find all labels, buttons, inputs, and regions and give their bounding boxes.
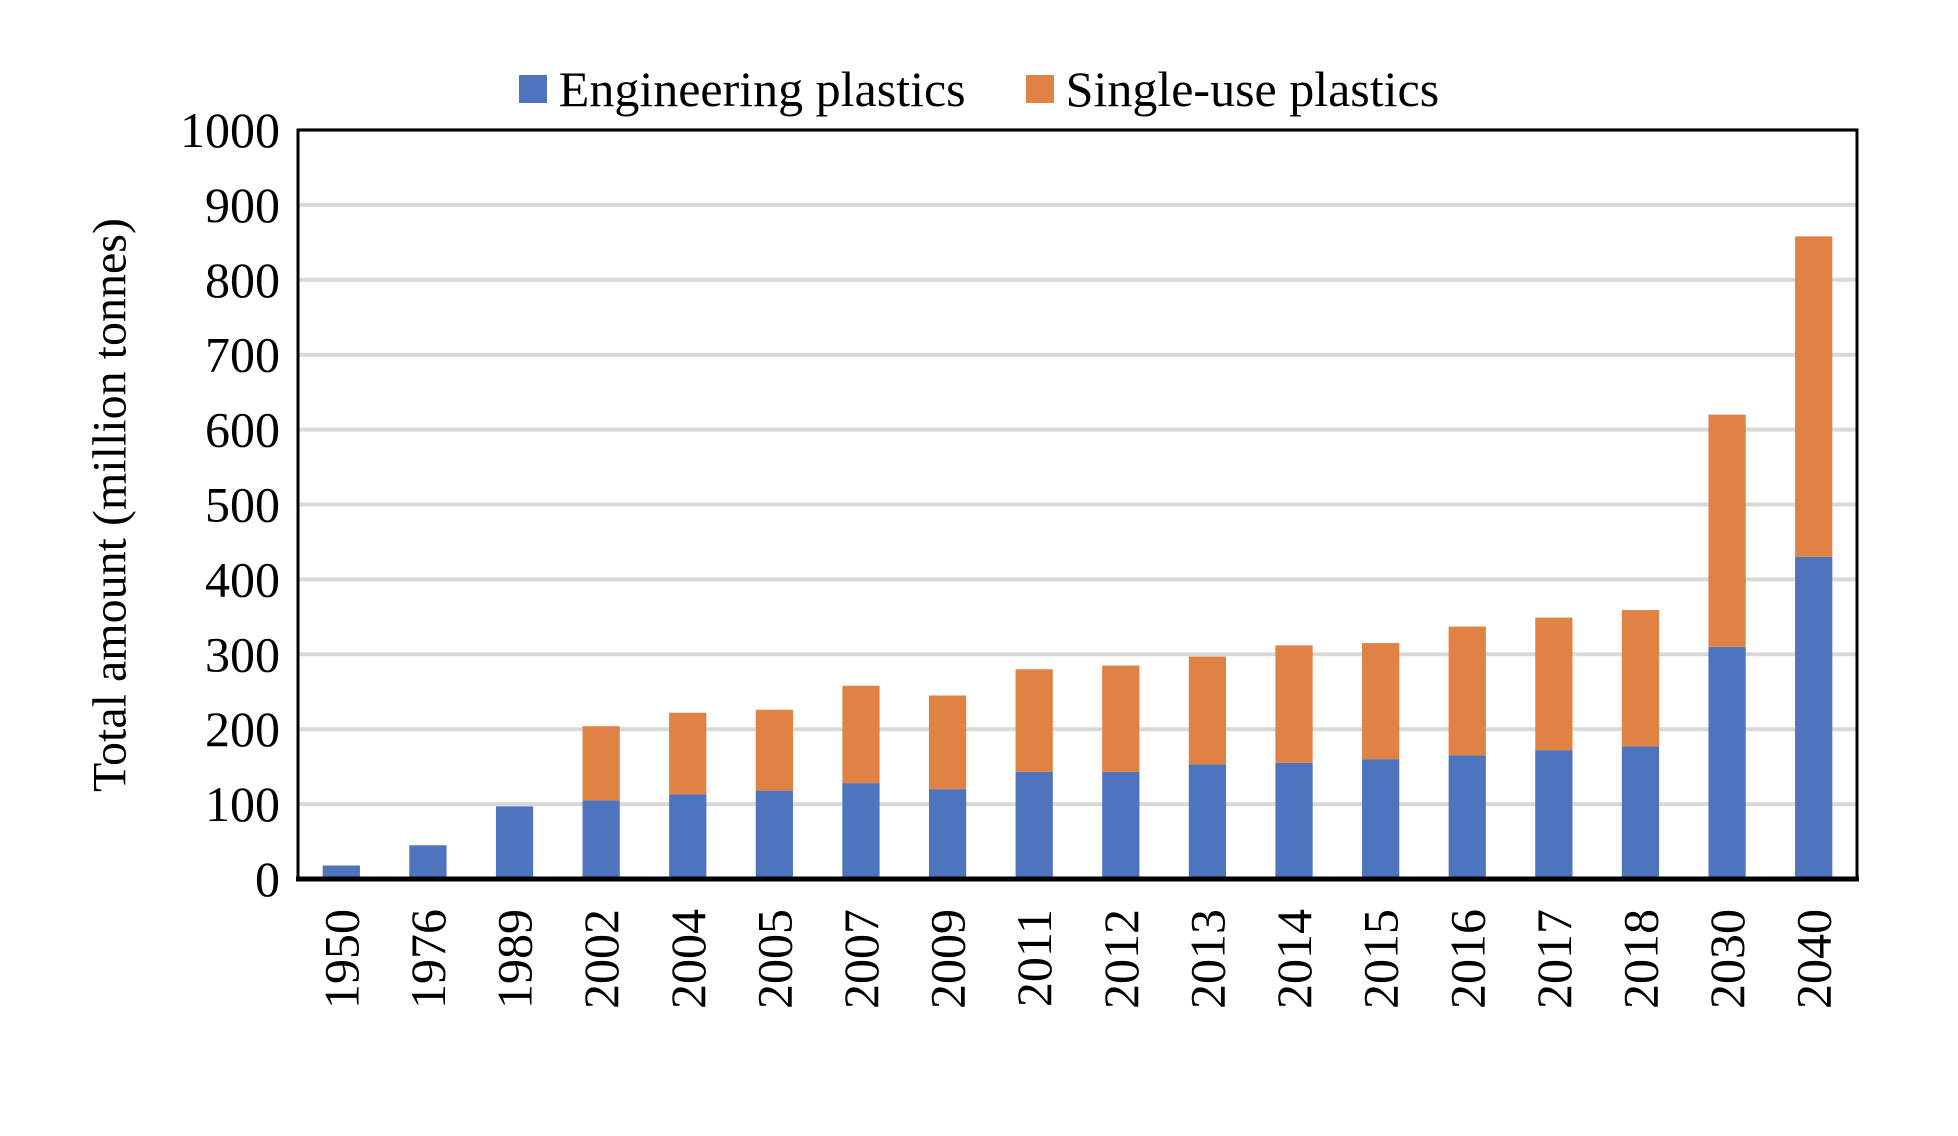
bar-single-use-2018 (1621, 610, 1660, 747)
x-tick-label: 1976 (400, 909, 456, 1009)
bar-single-use-2014 (1275, 645, 1313, 763)
x-tick-label: 2030 (1699, 909, 1755, 1009)
bar-engineering-2013 (1188, 764, 1227, 879)
y-tick-label: 900 (205, 177, 280, 233)
bar-single-use-2005 (755, 709, 793, 791)
bar-single-use-2016 (1448, 626, 1486, 756)
bar-engineering-2016 (1448, 755, 1486, 879)
bar-engineering-2017 (1535, 750, 1573, 879)
legend-label-single-use: Single-use plastics (1065, 61, 1440, 117)
bar-engineering-2040 (1795, 556, 1833, 879)
y-tick-label: 700 (205, 327, 280, 383)
y-tick-label: 400 (205, 551, 280, 607)
bar-single-use-2007 (842, 685, 880, 784)
legend: Engineering plastics Single-use plastics (0, 60, 1958, 118)
bar-engineering-2004 (669, 794, 707, 879)
x-tick-label: 2015 (1353, 909, 1409, 1009)
bar-engineering-2002 (582, 800, 620, 879)
x-tick-label: 2004 (660, 909, 716, 1009)
bar-engineering-2030 (1708, 646, 1746, 879)
y-tick-label: 0 (255, 851, 280, 907)
bar-single-use-2002 (582, 726, 620, 801)
y-tick-label: 1000 (180, 102, 280, 158)
y-tick-label: 800 (205, 252, 280, 308)
x-tick-label: 2013 (1179, 909, 1235, 1009)
y-tick-label: 200 (205, 701, 280, 757)
x-tick-label: 2017 (1526, 909, 1582, 1009)
bar-single-use-2030 (1708, 414, 1746, 647)
x-tick-label: 1950 (313, 909, 369, 1009)
bar-single-use-2004 (669, 712, 707, 795)
bar-engineering-2007 (842, 783, 880, 879)
y-tick-label: 300 (205, 626, 280, 682)
x-tick-label: 2007 (833, 909, 889, 1009)
x-tick-label: 2012 (1093, 909, 1149, 1009)
bar-single-use-2009 (928, 695, 967, 790)
legend-swatch-single-use (1025, 75, 1054, 103)
bar-single-use-2015 (1362, 643, 1400, 760)
bar-engineering-1989 (495, 806, 534, 879)
bar-single-use-2013 (1188, 656, 1227, 765)
x-tick-label: 2040 (1786, 909, 1842, 1009)
bar-single-use-2017 (1535, 617, 1573, 751)
bar-engineering-2018 (1621, 746, 1660, 879)
bar-single-use-2012 (1102, 665, 1140, 772)
bar-engineering-2009 (928, 789, 967, 879)
legend-swatch-engineering (518, 75, 547, 103)
bar-engineering-2012 (1102, 771, 1140, 879)
y-tick-label: 500 (205, 477, 280, 533)
x-tick-label: 2016 (1439, 909, 1495, 1009)
bar-engineering-2011 (1015, 771, 1053, 879)
x-tick-label: 2005 (746, 909, 802, 1009)
bar-engineering-1950 (322, 865, 360, 879)
x-tick-label: 2011 (1006, 909, 1062, 1007)
y-tick-label: 100 (205, 776, 280, 832)
x-tick-label: 2002 (573, 909, 629, 1009)
legend-label-engineering: Engineering plastics (558, 61, 966, 117)
x-tick-label: 2014 (1266, 909, 1322, 1009)
y-tick-label: 600 (205, 402, 280, 458)
x-tick-label: 2009 (920, 909, 976, 1009)
bar-engineering-1976 (409, 845, 447, 879)
x-tick-label: 2018 (1612, 909, 1668, 1009)
bar-engineering-2005 (755, 790, 793, 879)
legend-item-engineering: Engineering plastics (518, 60, 966, 118)
bar-engineering-2015 (1362, 759, 1400, 879)
legend-item-single-use: Single-use plastics (1025, 60, 1440, 118)
bar-single-use-2011 (1015, 669, 1053, 772)
x-tick-label: 1989 (487, 909, 543, 1009)
bar-engineering-2014 (1275, 762, 1313, 879)
bar-single-use-2040 (1795, 236, 1833, 557)
